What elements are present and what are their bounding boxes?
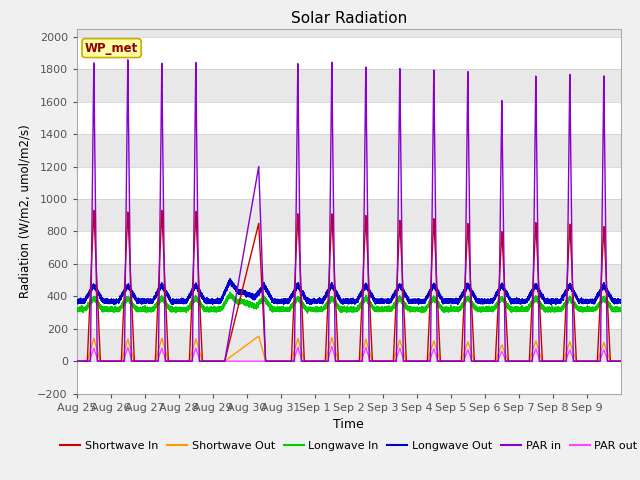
Bar bbox=[77, 231, 621, 264]
Bar bbox=[77, 37, 621, 69]
Bar bbox=[77, 134, 621, 167]
X-axis label: Time: Time bbox=[333, 418, 364, 431]
Bar bbox=[77, 199, 621, 231]
Bar bbox=[77, 102, 621, 134]
Title: Solar Radiation: Solar Radiation bbox=[291, 11, 407, 26]
Bar bbox=[77, 361, 621, 394]
Legend: Shortwave In, Shortwave Out, Longwave In, Longwave Out, PAR in, PAR out: Shortwave In, Shortwave Out, Longwave In… bbox=[56, 437, 640, 456]
Y-axis label: Radiation (W/m2, umol/m2/s): Radiation (W/m2, umol/m2/s) bbox=[19, 124, 32, 298]
Bar bbox=[77, 264, 621, 296]
Bar bbox=[77, 69, 621, 102]
Bar bbox=[77, 167, 621, 199]
Bar bbox=[77, 296, 621, 329]
Bar bbox=[77, 329, 621, 361]
Text: WP_met: WP_met bbox=[85, 42, 138, 55]
